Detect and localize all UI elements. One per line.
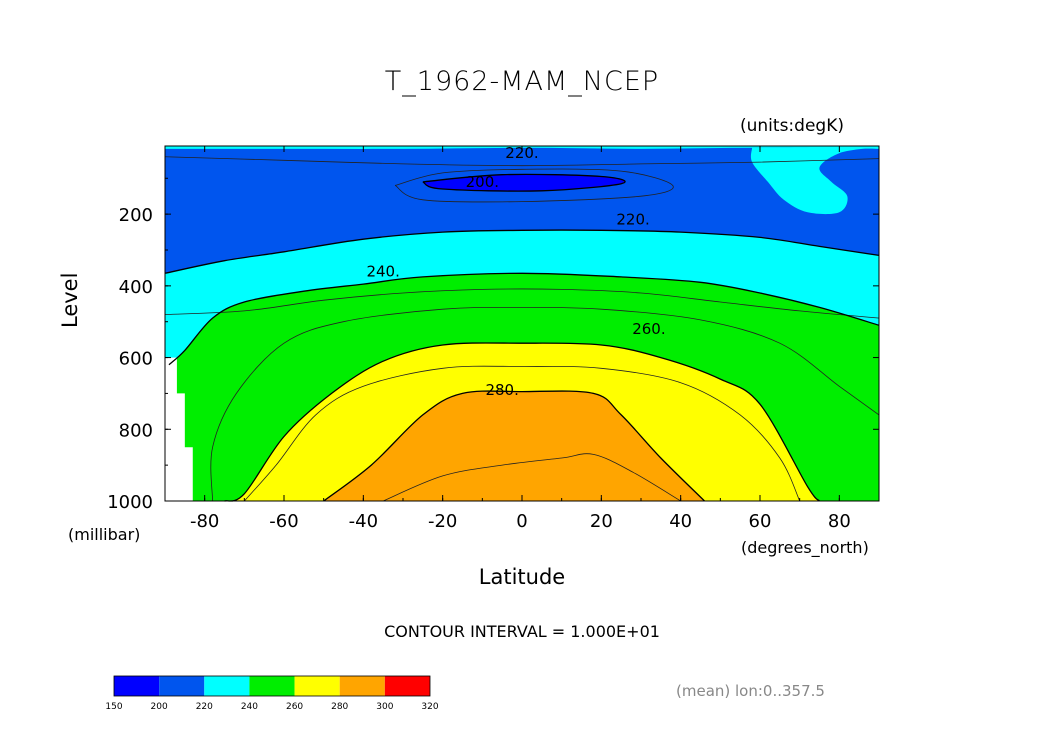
colorbar-label-3: 240: [241, 702, 258, 712]
contour-label-4: 260.: [632, 320, 665, 338]
colorbar-swatch-3: [249, 676, 295, 696]
missing-data-area: [165, 357, 193, 501]
contour-line-0: [164, 229, 880, 274]
y-tick-label-1: 400: [119, 277, 153, 298]
contour-line-thin-2: [394, 168, 674, 203]
band-core-below-200: [422, 174, 626, 192]
colorbar-swatch-2: [204, 676, 250, 696]
x-tick-label-4: 0: [516, 511, 527, 532]
colorbar-swatch-1: [159, 676, 205, 696]
x-axis-units: (degrees_north): [741, 538, 869, 557]
colorbar-label-4: 260: [286, 702, 303, 712]
contour-line-1: [168, 272, 880, 366]
x-tick-label-0: -80: [190, 511, 219, 532]
colorbar-label-0: 150: [105, 702, 122, 712]
contour-label-0: 220.: [505, 144, 538, 162]
colorbar-swatch-6: [384, 676, 430, 696]
colorbar-label-7: 320: [421, 702, 438, 712]
y-tick-label-3: 800: [119, 420, 153, 441]
colorbar-label-5: 280: [331, 702, 348, 712]
chart-title: T_1962-MAM_NCEP: [384, 66, 660, 97]
contour-line-thin-3: [210, 306, 880, 502]
contour-label-2: 220.: [616, 211, 649, 229]
colorbar-swatch-4: [294, 676, 340, 696]
contour-line-thin-1: [164, 156, 880, 167]
x-tick-label-6: 40: [669, 511, 692, 532]
units-label: (units:degK): [740, 116, 844, 136]
y-axis-label: Level: [58, 272, 82, 328]
x-tick-label-7: 60: [749, 511, 772, 532]
colorbar-label-2: 220: [196, 702, 213, 712]
x-axis-label: Latitude: [478, 565, 566, 589]
contour-label-5: 280.: [485, 381, 518, 399]
band-220-240-lobe: [750, 147, 872, 215]
colorbar-label-6: 300: [376, 702, 393, 712]
contour-interval-text: CONTOUR INTERVAL = 1.000E+01: [384, 622, 660, 641]
y-tick-label-4: 1000: [107, 492, 153, 513]
contour-line-3: [323, 390, 705, 502]
y-axis-units: (millibar): [68, 525, 141, 544]
x-tick-label-8: 80: [828, 511, 851, 532]
x-tick-label-2: -40: [349, 511, 378, 532]
colorbar-label-1: 200: [151, 702, 168, 712]
colorbar-swatch-5: [339, 676, 385, 696]
contour-label-1: 200.: [466, 173, 499, 191]
contour-line-thin-5: [383, 453, 681, 502]
contour-line-thin-0: [164, 288, 880, 319]
contour-line-thin-4: [244, 365, 801, 502]
mean-annotation: (mean) lon:0..357.5: [676, 682, 825, 700]
contour-line-2: [224, 342, 820, 502]
colorbar-frame: [113, 675, 431, 697]
contour-line-4: [422, 173, 626, 192]
x-tick-label-1: -60: [269, 511, 298, 532]
contour-label-3: 240.: [366, 263, 399, 281]
x-tick-label-3: -20: [428, 511, 457, 532]
x-tick-label-5: 20: [590, 511, 613, 532]
colorbar-swatch-0: [114, 676, 160, 696]
y-tick-label-0: 200: [119, 205, 153, 226]
y-tick-label-2: 600: [119, 349, 153, 370]
